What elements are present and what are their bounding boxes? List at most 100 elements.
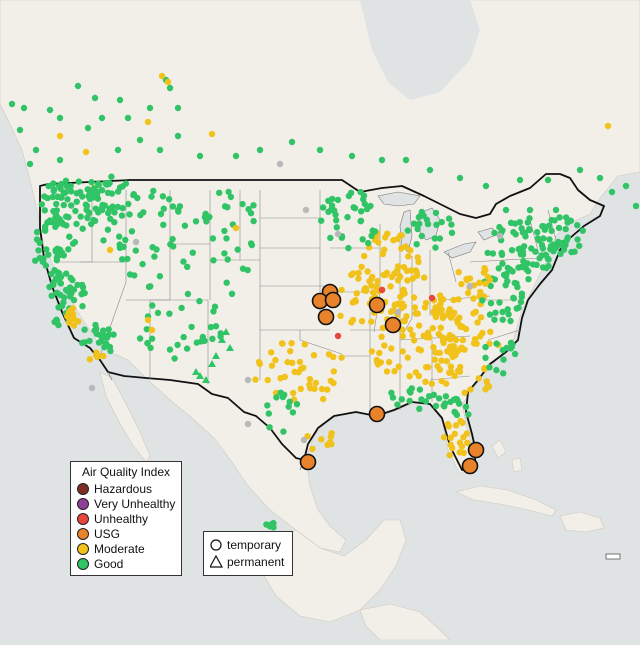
monitor-marker[interactable] (328, 430, 335, 437)
monitor-marker[interactable] (95, 181, 103, 189)
monitor-marker[interactable] (426, 334, 433, 341)
monitor-marker[interactable] (442, 393, 450, 400)
monitor-marker[interactable] (46, 106, 54, 114)
monitor-marker[interactable] (196, 152, 204, 160)
monitor-marker[interactable] (466, 282, 474, 290)
monitor-marker[interactable] (164, 78, 172, 86)
monitor-marker[interactable] (491, 316, 498, 323)
monitor-marker[interactable] (404, 227, 411, 234)
monitor-marker[interactable] (201, 214, 209, 221)
monitor-marker[interactable] (176, 203, 184, 210)
monitor-marker[interactable] (132, 238, 140, 246)
monitor-marker[interactable] (506, 266, 514, 273)
monitor-marker[interactable] (157, 210, 165, 218)
monitor-marker[interactable] (388, 389, 395, 396)
monitor-marker[interactable] (108, 173, 115, 180)
monitor-marker[interactable] (288, 340, 295, 347)
monitor-marker[interactable] (124, 255, 131, 263)
monitor-marker[interactable] (232, 152, 240, 160)
monitor-marker[interactable] (556, 214, 563, 221)
monitor-marker[interactable] (104, 226, 112, 233)
monitor-marker[interactable] (184, 290, 192, 298)
monitor-marker[interactable] (334, 230, 342, 238)
monitor-marker[interactable] (555, 224, 563, 232)
monitor-marker[interactable] (290, 389, 297, 397)
monitor-marker[interactable] (445, 215, 453, 222)
monitor-marker[interactable] (147, 344, 154, 352)
permanent-monitor-marker[interactable] (218, 336, 226, 343)
monitor-marker[interactable] (369, 227, 376, 234)
monitor-marker[interactable] (353, 290, 360, 297)
monitor-marker[interactable] (349, 316, 357, 324)
monitor-marker[interactable] (225, 188, 232, 196)
monitor-marker[interactable] (436, 349, 443, 357)
monitor-marker[interactable] (379, 324, 387, 332)
monitor-marker[interactable] (399, 348, 406, 355)
monitor-marker[interactable] (357, 188, 364, 196)
monitor-marker[interactable] (493, 366, 500, 374)
monitor-marker[interactable] (268, 349, 275, 356)
monitor-marker[interactable] (433, 221, 440, 228)
monitor-marker[interactable] (378, 156, 386, 164)
monitor-marker[interactable] (428, 294, 436, 302)
monitor-marker[interactable] (111, 219, 118, 226)
monitor-marker[interactable] (507, 345, 514, 352)
monitor-marker[interactable] (357, 217, 365, 224)
monitor-marker[interactable] (608, 188, 616, 196)
monitor-marker[interactable] (405, 253, 412, 260)
monitor-marker[interactable] (430, 391, 437, 398)
monitor-marker[interactable] (540, 235, 547, 242)
monitor-marker[interactable] (91, 217, 99, 225)
monitor-marker[interactable] (227, 193, 235, 201)
permanent-monitor-marker[interactable] (222, 328, 230, 335)
monitor-marker[interactable] (57, 291, 64, 299)
monitor-marker[interactable] (327, 206, 335, 214)
monitor-marker[interactable] (65, 214, 72, 221)
monitor-marker[interactable] (534, 235, 542, 242)
monitor-marker[interactable] (442, 380, 450, 387)
monitor-marker[interactable] (265, 410, 272, 417)
monitor-marker[interactable] (60, 190, 67, 197)
monitor-marker[interactable] (374, 278, 381, 285)
monitor-marker[interactable] (70, 315, 78, 323)
monitor-marker[interactable] (441, 403, 448, 410)
monitor-marker[interactable] (268, 521, 275, 528)
monitor-marker[interactable] (459, 419, 466, 427)
monitor-marker[interactable] (248, 241, 256, 249)
monitor-marker[interactable] (183, 345, 191, 352)
monitor-marker[interactable] (57, 280, 65, 287)
monitor-marker[interactable] (210, 308, 217, 315)
monitor-marker[interactable] (67, 293, 74, 300)
monitor-marker[interactable] (41, 193, 48, 200)
monitor-marker[interactable] (128, 228, 136, 235)
monitor-marker[interactable] (60, 252, 67, 259)
monitor-marker[interactable] (432, 402, 440, 410)
monitor-marker[interactable] (94, 195, 102, 202)
monitor-marker[interactable] (510, 294, 517, 301)
monitor-marker[interactable] (124, 114, 132, 122)
monitor-marker[interactable] (156, 273, 164, 280)
monitor-marker[interactable] (576, 242, 583, 250)
monitor-marker[interactable] (109, 203, 116, 210)
monitor-marker[interactable] (114, 203, 122, 211)
monitor-marker[interactable] (88, 179, 95, 186)
monitor-marker[interactable] (159, 193, 167, 200)
monitor-marker[interactable] (383, 368, 391, 375)
monitor-marker[interactable] (148, 193, 155, 200)
monitor-marker[interactable] (413, 241, 420, 248)
monitor-marker[interactable] (446, 452, 453, 459)
monitor-marker[interactable] (20, 104, 28, 112)
monitor-marker[interactable] (395, 363, 402, 370)
monitor-marker[interactable] (139, 260, 146, 268)
monitor-marker[interactable] (103, 334, 111, 341)
monitor-marker[interactable] (350, 270, 357, 277)
monitor-marker[interactable] (540, 223, 547, 230)
monitor-marker[interactable] (106, 343, 114, 351)
monitor-marker[interactable] (116, 96, 124, 104)
monitor-marker[interactable] (418, 396, 425, 403)
monitor-marker[interactable] (324, 386, 331, 393)
monitor-marker[interactable] (126, 211, 133, 218)
monitor-marker[interactable] (384, 230, 391, 237)
monitor-marker[interactable] (118, 212, 126, 219)
monitor-marker[interactable] (171, 355, 178, 362)
